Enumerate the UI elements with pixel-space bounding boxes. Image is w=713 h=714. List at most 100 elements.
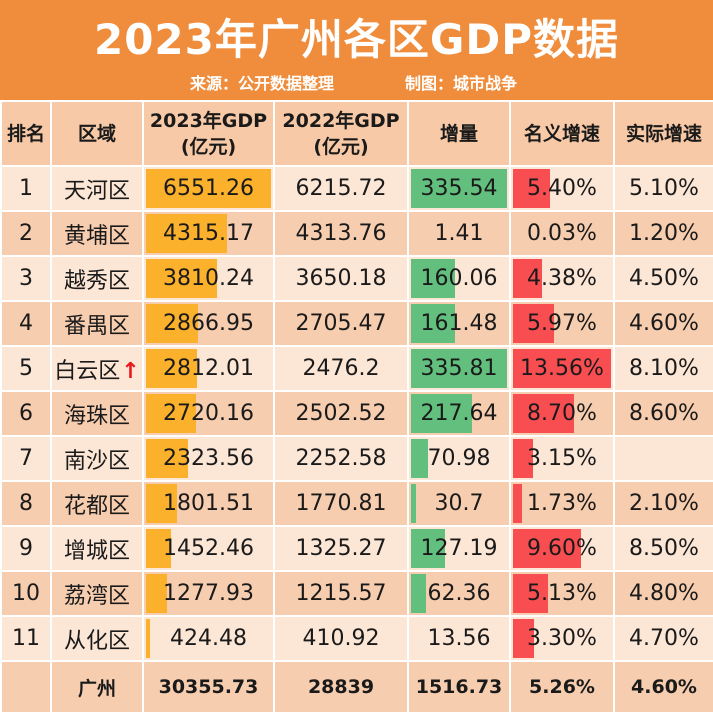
gdp-2023-cell: 2720.16 [143,391,274,436]
header-nominal-growth: 名义增速 [510,101,614,166]
gdp-2022-cell-text: 2476.2 [303,356,380,381]
nominal-growth-cell-text: 8.70% [527,401,597,426]
real-growth-cell: 4.60% [614,301,713,346]
rank-cell-text: 11 [12,626,40,651]
total-gdp-2023-cell: 30355.73 [143,661,274,713]
gdp-2023-cell-text: 2323.56 [163,446,254,471]
rank-cell: 6 [1,391,51,436]
district-cell-text: 海珠区 [64,404,130,429]
district-cell-text: 天河区 [64,179,130,204]
increase-cell-bar [411,484,416,523]
rank-cell-text: 7 [19,446,33,471]
real-growth-cell-text: 4.70% [629,626,699,651]
rank-cell-text: 4 [19,311,33,336]
gdp-2022-cell-text: 1215.57 [296,581,387,606]
gdp-2023-cell-text: 6551.26 [163,176,254,201]
district-cell-text: 花都区 [64,494,130,519]
nominal-growth-cell: 5.13% [510,571,614,616]
nominal-growth-cell: 5.97% [510,301,614,346]
source-note: 来源：公开数据整理 [190,70,334,94]
rank-cell: 3 [1,256,51,301]
nominal-growth-cell: 0.03% [510,211,614,256]
increase-cell-bar [411,439,428,478]
district-cell: 南沙区 [51,436,143,481]
nominal-growth-cell-bar [513,484,522,523]
district-cell-text: 从化区 [64,629,130,654]
rank-cell-text: 5 [19,356,33,381]
gdp-2023-cell-text: 1277.93 [163,581,254,606]
increase-cell: 13.56 [408,616,510,661]
nominal-growth-cell: 9.60% [510,526,614,571]
gdp-2023-cell: 2323.56 [143,436,274,481]
gdp-2023-cell: 1452.46 [143,526,274,571]
real-growth-cell-text: 4.80% [629,581,699,606]
gdp-2022-cell: 410.92 [274,616,408,661]
nominal-growth-cell: 8.70% [510,391,614,436]
rank-cell-text: 10 [12,581,40,606]
gdp-2022-cell-text: 2705.47 [296,311,387,336]
header-gdp-2022: 2022年GDP (亿元) [274,101,408,166]
real-growth-cell: 4.70% [614,616,713,661]
district-cell: 白云区↑ [51,346,143,391]
real-growth-cell: 4.50% [614,256,713,301]
increase-cell-text: 62.36 [428,581,491,606]
gdp-2022-cell: 3650.18 [274,256,408,301]
nominal-growth-cell-text: 5.97% [527,311,597,336]
nominal-growth-cell-text: 3.15% [527,446,597,471]
district-cell: 番禺区 [51,301,143,346]
nominal-growth-cell: 5.40% [510,166,614,211]
gdp-2022-cell: 4313.76 [274,211,408,256]
rank-cell: 10 [1,571,51,616]
increase-cell: 160.06 [408,256,510,301]
nominal-growth-cell-text: 5.40% [527,176,597,201]
gdp-2022-cell-text: 1770.81 [296,491,387,516]
total-rank-cell [1,661,51,713]
nominal-growth-cell-text: 4.38% [527,266,597,291]
increase-cell: 335.54 [408,166,510,211]
district-cell: 从化区 [51,616,143,661]
rank-cell: 11 [1,616,51,661]
gdp-2023-cell-text: 424.48 [170,626,247,651]
real-growth-cell-text: 2.10% [629,491,699,516]
gdp-2023-cell-text: 3810.24 [163,266,254,291]
real-growth-cell: 8.10% [614,346,713,391]
increase-cell-text: 217.64 [421,401,498,426]
gdp-2023-cell: 2812.01 [143,346,274,391]
real-growth-cell [614,436,713,481]
real-growth-cell: 5.10% [614,166,713,211]
gdp-2023-cell-text: 2812.01 [163,356,254,381]
increase-cell-text: 161.48 [421,311,498,336]
nominal-growth-cell-text: 5.13% [527,581,597,606]
nominal-growth-cell: 13.56% [510,346,614,391]
gdp-2022-cell-text: 2252.58 [296,446,387,471]
increase-cell: 70.98 [408,436,510,481]
district-cell: 天河区 [51,166,143,211]
header-rank: 排名 [1,101,51,166]
header-banner: 2023年广州各区GDP数据 来源：公开数据整理 制图：城市战争 [0,0,713,100]
gdp-2022-cell-text: 2502.52 [296,401,387,426]
gdp-2022-cell-text: 1325.27 [296,536,387,561]
gdp-2022-cell: 2502.52 [274,391,408,436]
table-row: 4 番禺区 2866.95 2705.47 161.48 5.97% 4.60% [1,301,713,346]
gdp-2023-cell: 1801.51 [143,481,274,526]
increase-cell-text: 335.81 [421,356,498,381]
rank-cell-text: 9 [19,536,33,561]
real-growth-cell: 8.50% [614,526,713,571]
nominal-growth-cell: 3.30% [510,616,614,661]
total-real-cell: 4.60% [614,661,713,713]
gdp-2023-cell-text: 2720.16 [163,401,254,426]
increase-cell-bar [411,574,426,613]
nominal-growth-cell-text: 1.73% [527,491,597,516]
header-real-growth: 实际增速 [614,101,713,166]
gdp-2023-cell-text: 2866.95 [163,311,254,336]
real-growth-cell-text: 5.10% [629,176,699,201]
gdp-2023-cell: 4315.17 [143,211,274,256]
increase-cell: 30.7 [408,481,510,526]
nominal-growth-cell-text: 9.60% [527,536,597,561]
increase-cell-text: 127.19 [421,536,498,561]
